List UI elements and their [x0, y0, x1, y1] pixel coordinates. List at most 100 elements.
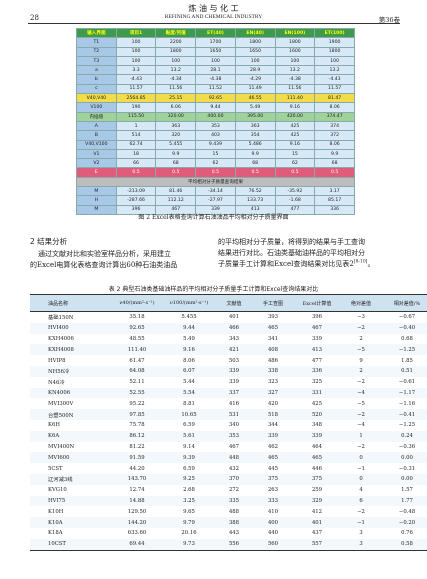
table-cell: 0.00 [381, 473, 427, 485]
column-header: 油品名称 [30, 294, 111, 312]
journal-title: 炼 油 与 化 工 [188, 4, 239, 13]
sheet-cell: V2 [76, 158, 117, 169]
table-cell: 331 [293, 387, 341, 399]
sheet-cell: -1.68 [274, 195, 316, 206]
sheet-cell: V40,V40 [76, 93, 117, 104]
table-cell: 6.59 [183, 465, 195, 472]
sheet-cell: 400.00 [195, 111, 236, 122]
table-cell: 396 [311, 314, 323, 321]
table-cell: 144.20 [111, 517, 163, 528]
figure-caption: 图 2 Excel表格查询计算石油油品平均相对分子质量界面 [138, 214, 289, 221]
sheet-cell: 100 [155, 55, 197, 67]
table-cell: 86.12 [111, 430, 163, 442]
sheet-cell: 25.15 [155, 93, 197, 104]
table-cell: 520 [293, 409, 341, 420]
table-cell: 467 [293, 322, 341, 334]
sheet-cell: EN(100) [274, 27, 316, 39]
sheet-cell: 403 [195, 130, 236, 141]
sheet-cell: 62.74 [115, 139, 157, 150]
table-cell: 3.25 [163, 495, 215, 507]
sheet-cell: ET(40) [195, 27, 236, 39]
table-cell: MVI300V [48, 400, 74, 407]
sheet-cell: 黏度/列值 [155, 27, 197, 39]
sheet-cell: -287.66 [115, 195, 157, 206]
table-cell: 5.61 [163, 430, 215, 442]
table-cell: 0 [341, 452, 381, 464]
table-row: KXH4008 111.40 9.16 421 408 413 −5 −1.25 [30, 344, 427, 356]
table-cell: 339 [228, 379, 240, 386]
sheet-cell: 62 [274, 158, 316, 169]
table-cell: 0 [341, 473, 381, 485]
table-cell: K10H [48, 508, 64, 515]
table-cell: 259 [311, 487, 323, 494]
table-cell: 9.73 [163, 538, 215, 551]
table-cell: 325 [311, 379, 323, 386]
sheet-cell: 5.486 [234, 139, 276, 150]
sheet-cell: 92.65 [195, 93, 236, 104]
table-cell: 台塑500N [30, 409, 111, 420]
table-cell: 1.77 [381, 495, 427, 507]
table-cell: 8.06 [183, 357, 195, 364]
column-header: ν40/(mm²·s⁻¹) [111, 294, 163, 312]
table-cell: 339 [293, 430, 341, 442]
table-cell: 81.22 [129, 443, 145, 450]
table-cell: 370 [215, 473, 253, 485]
table-cell: −0.67 [398, 314, 416, 321]
table-cell: 462 [267, 443, 279, 450]
sheet-cell: M [76, 186, 117, 197]
table-cell: 338 [253, 365, 293, 377]
sheet-cell: V100 [76, 102, 117, 113]
column-header: 相对差值/% [381, 294, 427, 312]
page-number: 28 [30, 14, 39, 22]
sheet-cell: b [76, 74, 117, 85]
table-cell: 410 [267, 508, 279, 515]
sheet-cell: 13.2 [155, 65, 197, 76]
table-cell: 48.55 [129, 335, 145, 342]
sheet-row: a 3.3 13.2 28.1 28.9 13.2 13.2 [76, 65, 355, 76]
sheet-cell: 68 [314, 158, 355, 169]
table-cell: −4 [341, 387, 381, 399]
citation: [8-10] [353, 259, 368, 265]
volume: 第36卷 [378, 16, 400, 24]
sheet-cell: 8.06 [314, 139, 355, 150]
sheet-cell: 1650 [195, 46, 236, 57]
sheet-row: M 396 467 339 413 477 336 [76, 204, 355, 215]
table-cell: K6A [30, 430, 111, 442]
table-row: MVI400N 81.22 9.14 467 462 464 −2 −0.36 [30, 442, 427, 453]
sheet-cell: 0.5 [115, 167, 157, 178]
sheet-cell: 374.47 [314, 111, 355, 122]
table-cell: KXH4006 [48, 335, 74, 342]
table-cell: 560 [253, 538, 293, 551]
sheet-cell: 3.17 [314, 186, 355, 197]
table-cell: 61.47 [129, 357, 145, 364]
table-cell: 633.60 [127, 530, 147, 537]
table-cell: 10.65 [163, 409, 215, 420]
sheet-cell: -4.29 [234, 74, 276, 85]
sheet-cell: 13.2 [274, 65, 316, 76]
sheet-cell: 1600 [274, 46, 316, 57]
table-cell: 337 [215, 387, 253, 399]
sheet-cell: 1800 [314, 46, 355, 57]
table-cell: −0.41 [381, 409, 427, 420]
sheet-cell: -34.14 [195, 186, 236, 197]
sheet-cell: 3.3 [115, 65, 157, 76]
sheet-cell: 66 [115, 158, 157, 169]
table-cell: 440 [267, 530, 279, 537]
table-cell: −4 [357, 422, 365, 429]
table-cell: −3 [357, 314, 365, 321]
sheet-cell: 363 [234, 120, 276, 132]
sheet-cell: 354 [234, 130, 276, 141]
sheet-cell: 190 [115, 102, 157, 113]
sheet-cell: 81.47 [314, 93, 355, 104]
table-row: MVI600 91.59 9.39 448 465 465 0 0.00 [30, 452, 427, 464]
text-line: 子质量手工计算和Excel查询结果对比见表2 [218, 260, 354, 268]
table-cell: −0.31 [398, 465, 416, 472]
table-cell: 421 [215, 344, 253, 356]
table-cell: 272 [228, 487, 240, 494]
table-cell: 95.22 [129, 400, 145, 407]
table-cell: 5.49 [183, 335, 195, 342]
table-cell: −5 [357, 400, 365, 407]
table-cell: K10A [30, 517, 111, 528]
sheet-cell: 5.49 [234, 102, 276, 113]
sheet-cell: 1 [115, 120, 157, 132]
